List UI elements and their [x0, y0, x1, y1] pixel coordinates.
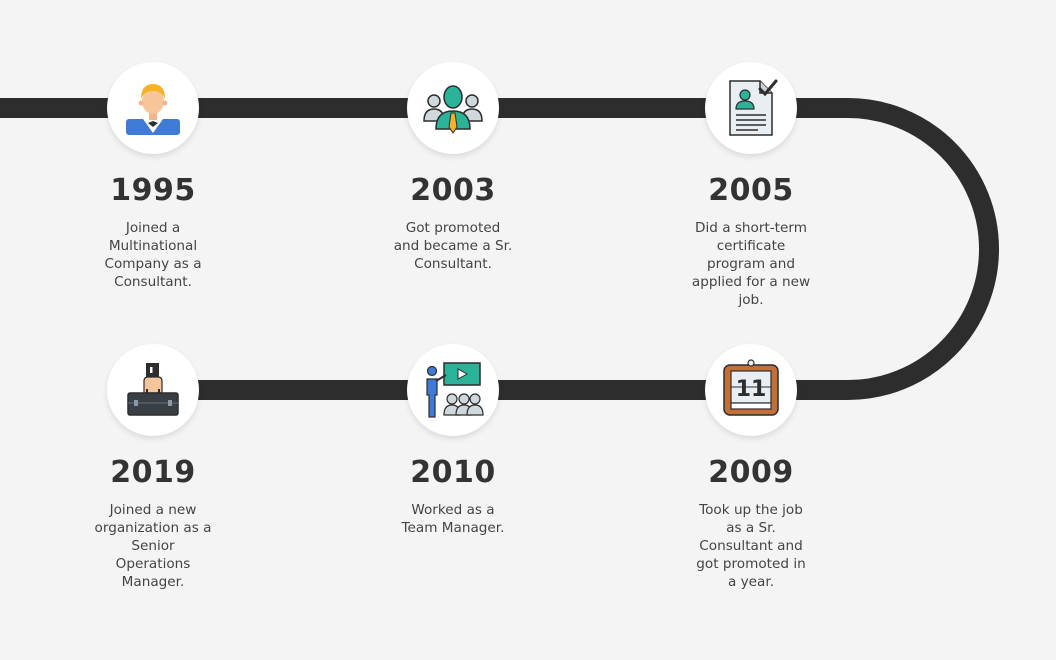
- milestone-description: Joined a new organization as a Senior Op…: [94, 502, 212, 590]
- milestone-icon-circle: [407, 62, 499, 154]
- milestone-description: Did a short-term certificate program and…: [691, 220, 811, 308]
- calendar-day-number: 11: [736, 377, 767, 402]
- calendar-icon: 11: [723, 359, 779, 416]
- milestone-description: Took up the job as a Sr. Consultant and …: [696, 502, 806, 590]
- milestone-icon-circle: 11: [705, 344, 797, 436]
- milestone-icon-circle: [107, 344, 199, 436]
- presentation-icon: [426, 362, 484, 418]
- milestone-icon-circle: [705, 62, 797, 154]
- milestone-description: Joined a Multinational Company as a Cons…: [104, 220, 202, 290]
- milestone-year: 2010: [410, 455, 496, 490]
- milestone-icon-circle: [407, 344, 499, 436]
- milestone-icon-circle: [107, 62, 199, 154]
- milestone-description: Got promoted and became a Sr. Consultant…: [393, 220, 513, 272]
- team-leader-icon: [423, 85, 483, 134]
- milestone-year: 2005: [708, 173, 794, 208]
- milestone-year: 1995: [110, 173, 196, 208]
- milestone-year: 2009: [708, 455, 794, 490]
- milestone-year: 2019: [110, 455, 196, 490]
- milestone-year: 2003: [410, 173, 496, 208]
- briefcase-hand-icon: [127, 363, 179, 416]
- resume-checkmark-icon: [729, 79, 778, 136]
- milestone-description: Worked as a Team Manager.: [401, 502, 505, 536]
- consultant-person-icon: [126, 84, 180, 135]
